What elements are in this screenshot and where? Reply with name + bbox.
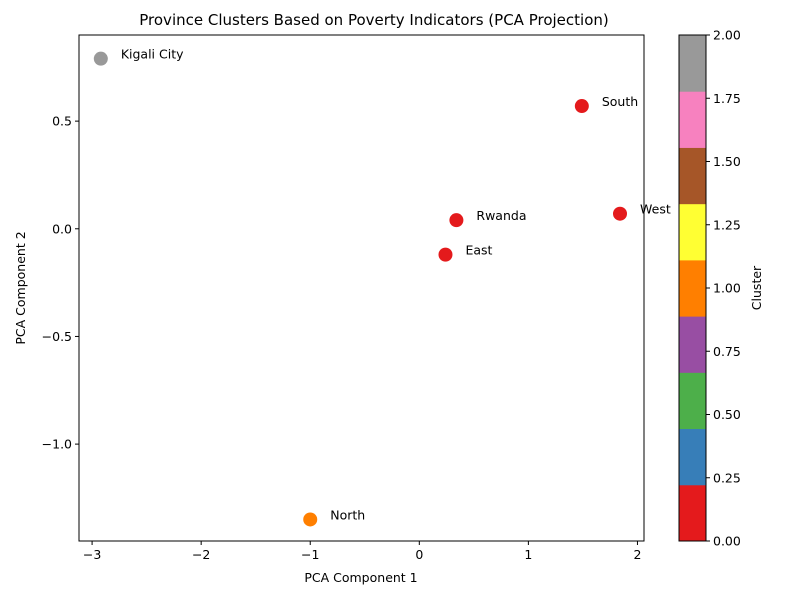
data-point — [438, 247, 453, 262]
colorbar-tick-label: 0.50 — [713, 407, 741, 422]
point-label: Kigali City — [121, 47, 184, 62]
colorbar-tick-label: 0.25 — [713, 470, 741, 485]
x-tick-label: −1 — [301, 547, 319, 562]
colorbar-tick-label: 1.75 — [713, 91, 741, 106]
plot-area: Kigali City South Rwanda West East North — [93, 47, 671, 527]
colorbar-tick-label: 1.50 — [713, 154, 741, 169]
x-tick-label: −3 — [83, 547, 101, 562]
colorbar-label: Cluster — [749, 265, 764, 310]
x-tick-label: 0 — [415, 547, 423, 562]
chart-title: Province Clusters Based on Poverty Indic… — [139, 11, 608, 29]
colorbar-tick-label: 2.00 — [713, 28, 741, 43]
x-tick-label: 2 — [633, 547, 641, 562]
colorbar-segment — [679, 372, 706, 430]
colorbar: 0.00 0.25 0.50 0.75 1.00 1.25 1.50 1.75 2.00 — [678, 28, 741, 549]
y-axis: −1.0 −0.5 0.0 0.5 — [42, 114, 79, 452]
x-tick-label: −2 — [192, 547, 210, 562]
colorbar-segment — [679, 484, 706, 542]
colorbar-segment — [679, 91, 706, 148]
colorbar-segment — [679, 147, 706, 205]
y-tick-label: 0.0 — [52, 221, 72, 236]
colorbar-tick-label: 1.00 — [713, 281, 741, 296]
data-point — [303, 512, 318, 527]
point-label: East — [465, 243, 492, 258]
point-label: West — [640, 202, 671, 217]
point-label: South — [602, 94, 638, 109]
colorbar-segment — [679, 203, 706, 261]
point-label: North — [330, 507, 365, 522]
colorbar-tick-label: 1.25 — [713, 217, 741, 232]
y-tick-label: −0.5 — [42, 329, 72, 344]
colorbar-tick-label: 0.00 — [713, 534, 741, 549]
data-point — [93, 51, 108, 66]
x-axis: −3 −2 −1 0 1 2 — [83, 541, 641, 562]
data-point — [613, 206, 628, 221]
point-label: Rwanda — [476, 208, 526, 223]
data-point — [574, 99, 589, 114]
y-tick-label: −1.0 — [42, 437, 72, 452]
plot-frame — [78, 34, 645, 542]
x-tick-label: 1 — [524, 547, 532, 562]
colorbar-segment — [679, 259, 706, 317]
colorbar-segment — [679, 428, 706, 486]
colorbar-segment — [679, 35, 706, 92]
colorbar-segment — [679, 316, 706, 373]
y-axis-label: PCA Component 2 — [13, 231, 28, 344]
y-tick-label: 0.5 — [52, 114, 72, 129]
colorbar-tick-label: 0.75 — [713, 344, 741, 359]
data-point — [449, 213, 464, 228]
x-axis-label: PCA Component 1 — [304, 570, 417, 585]
